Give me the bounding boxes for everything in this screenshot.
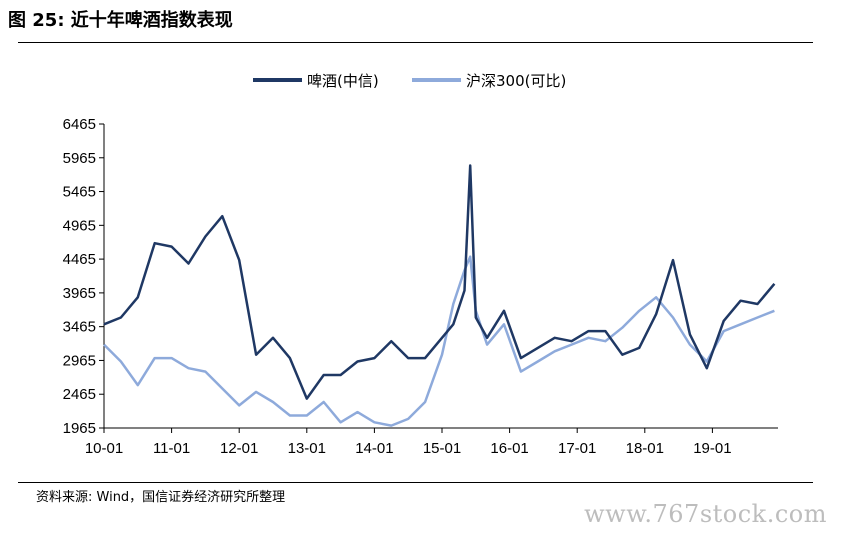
x-tick-label: 16-01: [490, 440, 528, 457]
x-tick-label: 17-01: [558, 440, 596, 457]
legend-label-series-2: 沪深300(可比): [466, 72, 566, 90]
y-tick-label: 2465: [63, 386, 96, 403]
source-note: 资料来源: Wind，国信证券经济研究所整理: [36, 490, 286, 505]
chart-series: [103, 164, 776, 427]
y-tick-label: 6465: [63, 116, 96, 133]
x-tick-label: 14-01: [355, 440, 393, 457]
x-tick-label: 10-01: [85, 440, 123, 457]
y-tick-label: 3465: [63, 319, 96, 336]
x-tick-label: 11-01: [153, 440, 190, 457]
x-tick-label: 13-01: [288, 440, 326, 457]
title-bar: [18, 6, 813, 43]
chart-legend: 啤酒(中信) 沪深300(可比): [253, 72, 566, 90]
y-tick-label: 4465: [63, 251, 96, 268]
legend-label-series-1: 啤酒(中信): [307, 72, 379, 90]
y-tick-label: 1965: [63, 420, 96, 437]
footer-divider: [18, 482, 813, 483]
series-line-2: [103, 255, 775, 427]
chart-axes: 6465 5965 5465 4965 4465 3965 3465 2965 2465 1965…: [63, 116, 778, 457]
y-tick-label: 4965: [63, 217, 96, 234]
x-tick-label: 18-01: [626, 440, 664, 457]
y-tick-label: 3965: [63, 285, 96, 302]
watermark: www.767stock.com: [584, 500, 827, 528]
y-tick-label: 5965: [63, 150, 96, 167]
y-tick-label: 5465: [63, 184, 96, 201]
series-line-1: [103, 164, 776, 400]
x-tick-label: 12-01: [220, 440, 258, 457]
y-tick-label: 2965: [63, 352, 96, 369]
page-title: 图 25: 近十年啤酒指数表现: [8, 10, 233, 31]
x-tick-label: 15-01: [423, 440, 461, 457]
x-tick-label: 19-01: [693, 440, 731, 457]
